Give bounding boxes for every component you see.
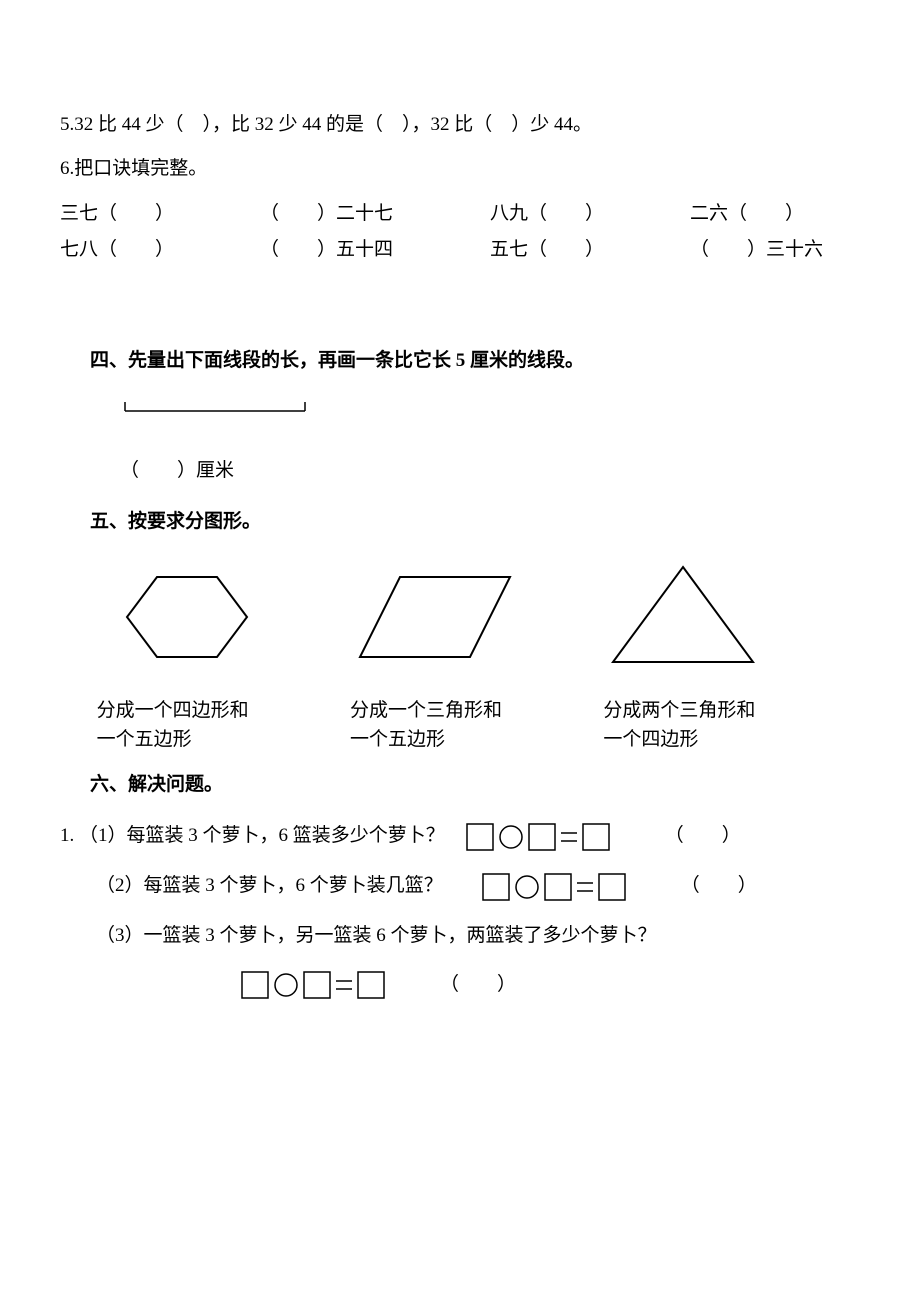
shape-hexagon-block [97, 557, 317, 677]
equation-1-1-paren: （ ） [665, 821, 741, 851]
section-6-title: 六、解决问题。 [60, 770, 860, 800]
hexagon-caption: 分成一个四边形和 一个五边形 [97, 687, 317, 754]
triangle-caption-line2: 一个四边形 [603, 726, 823, 755]
triangle-caption-line1: 分成两个三角形和 [603, 697, 823, 726]
problem-1-prefix: 1. [60, 825, 74, 846]
equation-boxes-icon [465, 821, 665, 853]
line-segment-icon [120, 396, 320, 416]
question-6-title: 6.把口诀填完整。 [60, 154, 860, 184]
mnemonic-row-1: 三七（ ） （ ）二十七 八九（ ） 二六（ ） [60, 199, 860, 229]
problem-1-2-text: （2）每篮装 3 个萝卜，6 个萝卜装几篮？ [96, 871, 443, 901]
parallelogram-caption: 分成一个三角形和 一个五边形 [350, 687, 570, 754]
measure-segment [120, 396, 860, 426]
mnemonic-2-2[interactable]: （ ）五十四 [260, 235, 490, 265]
shapes-row [60, 557, 860, 677]
equation-boxes-icon [240, 969, 440, 1001]
problem-1-1-text: 1. （1）每篮装 3 个萝卜，6 篮装多少个萝卜？ [60, 821, 445, 851]
problem-1-2: （2）每篮装 3 个萝卜，6 个萝卜装几篮？ （ ） [60, 871, 860, 903]
mnemonic-2-4[interactable]: （ ）三十六 [690, 235, 823, 265]
mnemonic-1-2[interactable]: （ ）二十七 [260, 199, 490, 229]
mnemonic-row-2: 七八（ ） （ ）五十四 五七（ ） （ ）三十六 [60, 235, 860, 265]
equation-1-2-paren: （ ） [681, 871, 757, 901]
section-5-title: 五、按要求分图形。 [60, 507, 860, 537]
parallelogram-caption-line2: 一个五边形 [350, 726, 570, 755]
problem-1-1: 1. （1）每篮装 3 个萝卜，6 篮装多少个萝卜？ （ ） [60, 821, 860, 853]
problem-1-3-text: （3）一篮装 3 个萝卜，另一篮装 6 个萝卜，两篮装了多少个萝卜？ [96, 921, 657, 951]
shape-parallelogram-block [350, 557, 570, 677]
problem-1-3-eq: （ ） [60, 969, 860, 1001]
triangle-caption: 分成两个三角形和 一个四边形 [603, 687, 823, 754]
equation-1-1[interactable]: （ ） [465, 821, 741, 853]
shape-triangle-block [603, 557, 823, 677]
question-5: 5.32 比 44 少（ ），比 32 少 44 的是（ ），32 比（ ）少 … [60, 110, 860, 140]
equation-1-2[interactable]: （ ） [481, 871, 757, 903]
section-4-title: 四、先量出下面线段的长，再画一条比它长 5 厘米的线段。 [60, 346, 860, 376]
equation-boxes-icon [481, 871, 681, 903]
equation-1-3[interactable]: （ ） [240, 969, 516, 1001]
mnemonic-1-4[interactable]: 二六（ ） [690, 199, 804, 229]
mnemonic-1-1[interactable]: 三七（ ） [60, 199, 260, 229]
hexagon-caption-line2: 一个五边形 [97, 726, 317, 755]
mnemonic-2-1[interactable]: 七八（ ） [60, 235, 260, 265]
mnemonic-1-3[interactable]: 八九（ ） [490, 199, 690, 229]
hexagon-icon[interactable] [97, 557, 277, 677]
hexagon-caption-line1: 分成一个四边形和 [97, 697, 317, 726]
parallelogram-icon[interactable] [350, 557, 530, 677]
problem-1-1-q: （1）每篮装 3 个萝卜，6 篮装多少个萝卜？ [79, 825, 445, 846]
equation-1-3-paren: （ ） [440, 970, 516, 1000]
triangle-icon[interactable] [603, 557, 763, 677]
parallelogram-caption-line1: 分成一个三角形和 [350, 697, 570, 726]
problem-1-3: （3）一篮装 3 个萝卜，另一篮装 6 个萝卜，两篮装了多少个萝卜？ [60, 921, 860, 951]
mnemonic-2-3[interactable]: 五七（ ） [490, 235, 690, 265]
measure-label[interactable]: （ ）厘米 [120, 456, 860, 486]
shape-captions-row: 分成一个四边形和 一个五边形 分成一个三角形和 一个五边形 分成两个三角形和 一… [60, 687, 860, 754]
